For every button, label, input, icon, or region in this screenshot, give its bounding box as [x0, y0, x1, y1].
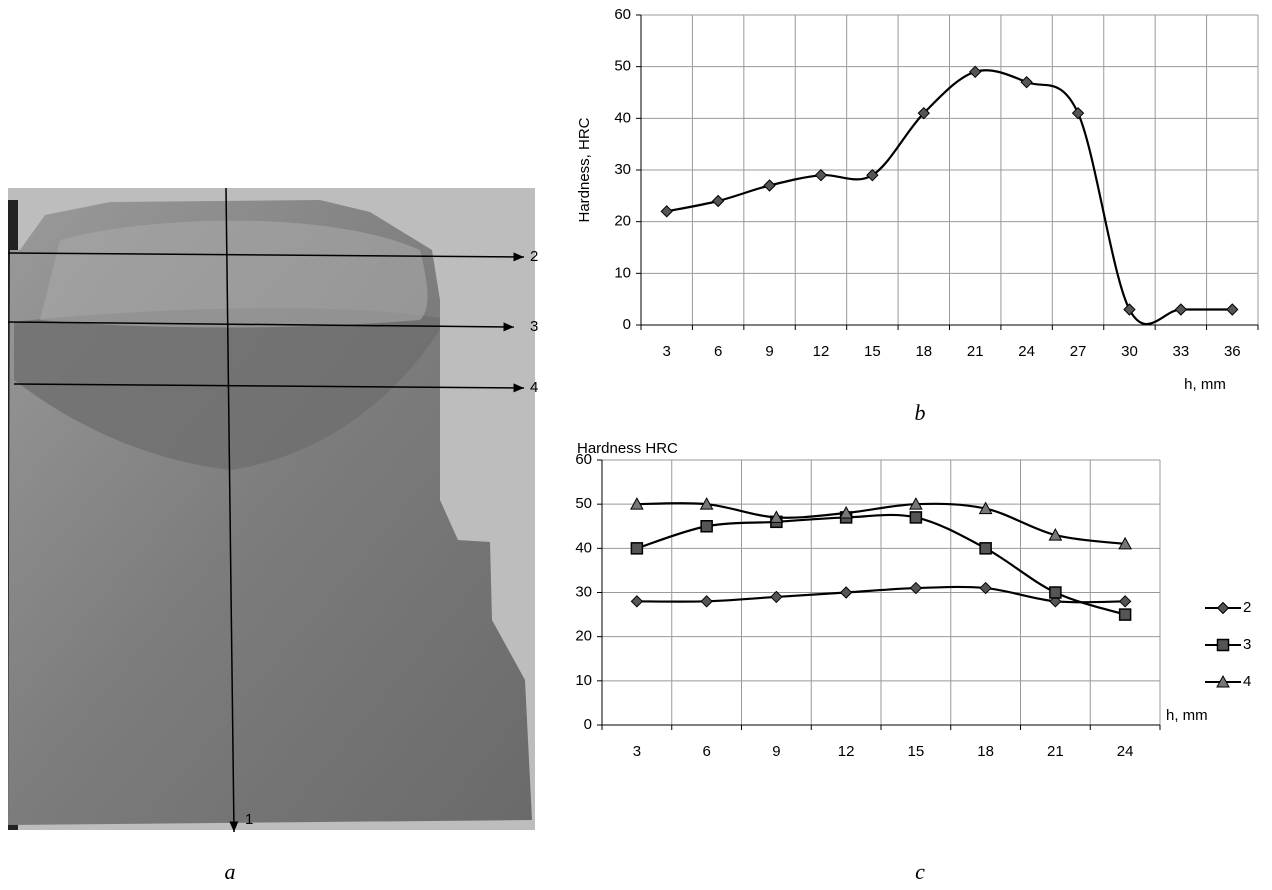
marker	[631, 543, 642, 554]
x-tick-label: 33	[1173, 343, 1190, 360]
y-tick-label: 10	[614, 264, 631, 281]
line-label: 2	[530, 248, 538, 265]
legend-label: 2	[1243, 599, 1251, 616]
y-tick-label: 0	[623, 316, 631, 333]
x-tick-label: 15	[908, 743, 925, 760]
marker	[970, 66, 981, 77]
marker	[631, 596, 642, 607]
marker	[1175, 304, 1186, 315]
figure: 2 3 4 1 a 010203040506036912151821242730…	[0, 0, 1272, 890]
marker	[661, 206, 672, 217]
marker	[910, 512, 921, 523]
legend-label: 3	[1243, 636, 1251, 653]
marker	[1124, 304, 1135, 315]
x-axis-label: h, mm	[1184, 376, 1226, 393]
x-tick-label: 30	[1121, 343, 1138, 360]
x-tick-label: 18	[977, 743, 994, 760]
x-tick-label: 3	[663, 343, 671, 360]
x-tick-label: 27	[1070, 343, 1087, 360]
line-label: 3	[530, 318, 538, 335]
x-tick-label: 21	[1047, 743, 1064, 760]
y-tick-label: 10	[575, 672, 592, 689]
x-tick-label: 9	[772, 743, 780, 760]
y-tick-label: 50	[614, 58, 631, 75]
marker	[980, 543, 991, 554]
caption: a	[225, 859, 236, 884]
x-tick-label: 24	[1117, 743, 1134, 760]
x-tick-label: 12	[813, 343, 830, 360]
marker	[713, 196, 724, 207]
y-tick-label: 30	[575, 583, 592, 600]
marker	[701, 521, 712, 532]
y-tick-label: 0	[584, 716, 592, 733]
x-tick-label: 6	[714, 343, 722, 360]
y-tick-label: 60	[614, 6, 631, 23]
marker	[1218, 640, 1229, 651]
marker	[841, 587, 852, 598]
marker	[980, 583, 991, 594]
legend-label: 4	[1243, 673, 1251, 690]
marker	[764, 180, 775, 191]
marker	[1227, 304, 1238, 315]
marker	[1050, 587, 1061, 598]
y-tick-label: 20	[614, 213, 631, 230]
y-tick-label: 20	[575, 628, 592, 645]
x-tick-label: 9	[765, 343, 773, 360]
photo: 2 3 4 1 a	[8, 188, 538, 884]
marker	[910, 583, 921, 594]
x-tick-label: 12	[838, 743, 855, 760]
x-tick-label: 36	[1224, 343, 1241, 360]
line-label: 1	[245, 811, 253, 828]
x-tick-label: 3	[633, 743, 641, 760]
x-axis-label: h, mm	[1166, 707, 1208, 724]
x-tick-label: 18	[915, 343, 932, 360]
marker	[1021, 77, 1032, 88]
marker	[1073, 108, 1084, 119]
line-label: 4	[530, 379, 538, 396]
caption: c	[915, 859, 925, 884]
marker	[1120, 609, 1131, 620]
x-tick-label: 21	[967, 343, 984, 360]
marker	[1120, 596, 1131, 607]
marker	[701, 596, 712, 607]
chart-title: Hardness HRC	[577, 440, 678, 457]
y-tick-label: 50	[575, 495, 592, 512]
x-tick-label: 24	[1018, 343, 1035, 360]
y-tick-label: 30	[614, 161, 631, 178]
x-tick-label: 15	[864, 343, 881, 360]
caption: b	[915, 400, 926, 425]
y-axis-label: Hardness, HRC	[576, 117, 593, 222]
marker	[1218, 603, 1229, 614]
marker	[815, 170, 826, 181]
deposit	[40, 221, 428, 328]
marker	[771, 591, 782, 602]
x-tick-label: 6	[702, 743, 710, 760]
y-tick-label: 40	[575, 539, 592, 556]
y-tick-label: 40	[614, 109, 631, 126]
